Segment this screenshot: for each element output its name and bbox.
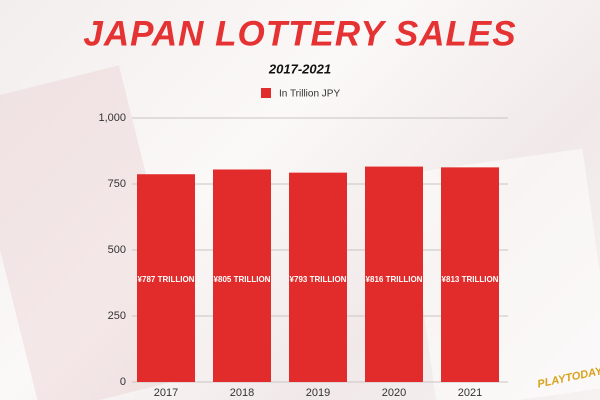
y-tick-label: 500 [108, 244, 126, 256]
value-label: ¥813 TRILLION [442, 275, 499, 284]
x-tick-label: 2018 [230, 387, 254, 399]
legend-label: In Trillion JPY [279, 89, 340, 100]
bar [289, 172, 347, 382]
bar [365, 166, 423, 382]
chart-title: JAPAN LOTTERY SALES [83, 14, 516, 53]
y-tick-label: 1,000 [98, 112, 126, 124]
bar [213, 169, 271, 382]
y-tick-label: 750 [108, 178, 126, 190]
legend-swatch [261, 88, 271, 98]
bar [137, 174, 195, 382]
x-tick-label: 2020 [382, 387, 406, 399]
x-tick-label: 2019 [306, 387, 330, 399]
value-label: ¥793 TRILLION [290, 275, 347, 284]
y-tick-label: 250 [108, 310, 126, 322]
bar [441, 167, 499, 382]
value-label: ¥816 TRILLION [366, 275, 423, 284]
background-ticket [404, 148, 600, 400]
y-tick-label: 0 [120, 376, 126, 388]
value-label: ¥787 TRILLION [138, 275, 195, 284]
value-label: ¥805 TRILLION [214, 275, 271, 284]
chart-subtitle: 2017-2021 [268, 61, 331, 76]
x-tick-label: 2017 [154, 387, 178, 399]
x-tick-label: 2021 [458, 387, 482, 399]
